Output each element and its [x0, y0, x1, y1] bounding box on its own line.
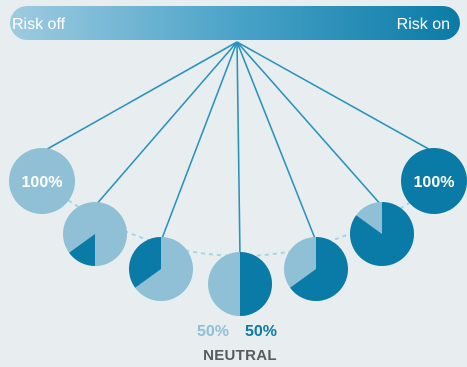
pendulum-ball-6: [350, 202, 414, 266]
risk-on-wedge: [290, 237, 348, 301]
pendulum-ball-7: 100%: [401, 148, 467, 214]
neutral-label: NEUTRAL: [203, 347, 277, 364]
pendulum-string-4: [236, 41, 241, 257]
ball-percent-label: 100%: [22, 174, 63, 191]
pendulum-ball-4: [208, 252, 272, 316]
pendulum-string-1: [41, 41, 238, 153]
risk-on-wedge: [69, 234, 95, 266]
pendulum-string-2: [94, 41, 238, 207]
risk-on-label: Risk on: [397, 16, 450, 33]
pendulum-string-6: [236, 41, 383, 207]
risk-on-wedge: [350, 202, 414, 266]
pendulum-ball-2: [63, 202, 127, 266]
pendulum-string-3: [160, 41, 238, 242]
pendulum-ball-3: [128, 237, 193, 301]
ball-percent-label: 100%: [414, 174, 455, 191]
pendulum-ball-5: [284, 237, 348, 301]
neutral-risk-off-pct: 50%: [197, 323, 229, 340]
pendulum-strings: [41, 41, 435, 257]
pendulum-balls: 100% 100%: [9, 148, 467, 316]
risk-on-wedge: [128, 237, 161, 288]
pendulum-string-5: [236, 41, 317, 242]
pendulum-string-7: [236, 41, 435, 153]
neutral-risk-on-pct: 50%: [245, 323, 277, 340]
pendulum-ball-1: 100%: [9, 148, 75, 214]
risk-spectrum-bar: [10, 6, 460, 40]
risk-off-label: Risk off: [12, 16, 66, 33]
risk-on-wedge: [240, 252, 272, 316]
